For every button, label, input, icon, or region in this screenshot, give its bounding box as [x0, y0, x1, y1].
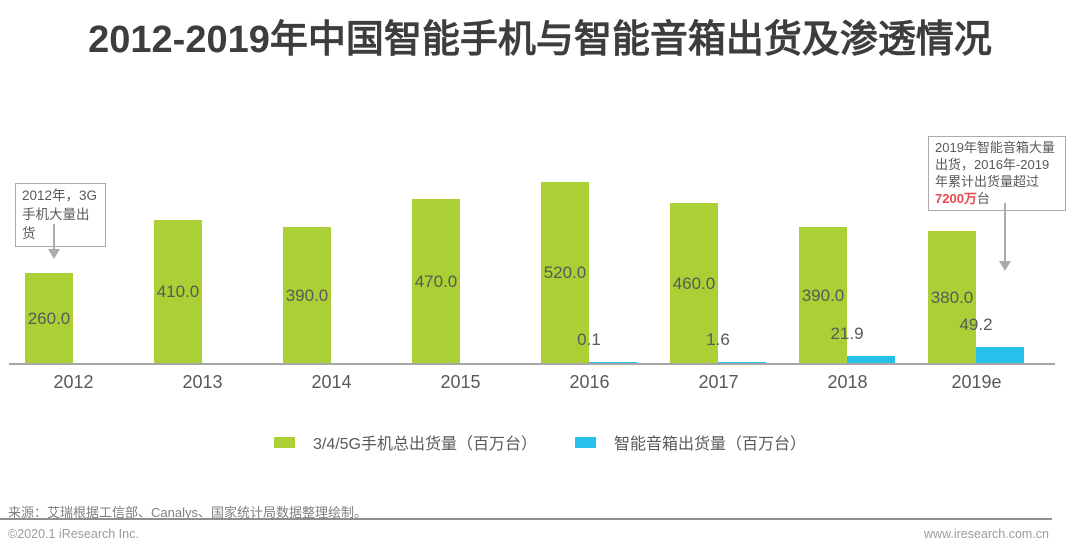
phone-bar-2012: 260.0	[25, 273, 73, 364]
category-slot-2015: 470.0 2015	[396, 0, 525, 392]
phone-bar-value: 470.0	[414, 271, 458, 291]
phone-bar-value: 380.0	[930, 287, 974, 307]
x-axis-label-2014: 2014	[311, 372, 352, 392]
phone-bar-2014: 390.0	[283, 227, 331, 364]
x-axis-label-2019e: 2019e	[951, 372, 1002, 392]
phone-bar-value: 460.0	[672, 273, 716, 293]
speaker-bar-value: 0.1	[577, 330, 601, 349]
annotation-2019-highlight: 7200万	[935, 191, 977, 206]
category-slot-2016: 520.0 0.1 2016	[525, 0, 654, 392]
phone-bar-2018: 390.0	[799, 227, 847, 364]
category-slot-2014: 390.0 2014	[267, 0, 396, 392]
x-axis-label-2012: 2012	[53, 372, 94, 392]
chart-title: 2012-2019年中国智能手机与智能音箱出货及渗透情况	[88, 19, 992, 61]
phone-bar-2013: 410.0	[154, 220, 202, 364]
phone-series-swatch-icon	[273, 436, 295, 448]
x-axis-label-2015: 2015	[440, 372, 481, 392]
x-axis-label-2018: 2018	[827, 372, 868, 392]
annotation-2012: 2012年，3G手机大量出货	[15, 183, 106, 247]
phone-bar-2015: 470.0	[412, 199, 460, 364]
down-arrow-icon-left	[48, 249, 60, 259]
legend-item-phones: 3/4/5G手机总出货量（百万台）	[273, 430, 538, 454]
category-slot-2017: 460.0 1.6 2017	[654, 0, 783, 392]
phone-bar-2016: 520.0	[541, 182, 589, 364]
speaker-bar-2018	[847, 356, 895, 364]
phone-bar-2017: 460.0	[670, 203, 718, 364]
phone-bar-value: 520.0	[543, 263, 587, 282]
down-arrow-icon-right	[999, 261, 1011, 271]
annotation-2012-text: 2012年，3G手机大量出货	[22, 188, 98, 241]
down-arrow-line-left	[53, 224, 55, 250]
category-slot-2012: 260.0 2012	[9, 0, 138, 392]
plot-area: 260.0 2012 410.0 2013 390.0 2014 470.0 2015 520.…	[9, 0, 1041, 392]
legend-item-speakers: 智能音箱出货量（百万台）	[575, 430, 806, 454]
phone-bar-2019e: 380.0	[928, 231, 976, 364]
category-slot-2013: 410.0 2013	[138, 0, 267, 392]
separator-line	[0, 518, 1052, 520]
website-text: www.iresearch.com.cn	[923, 527, 1049, 541]
phone-bar-value: 390.0	[801, 285, 845, 305]
phone-series-label: 3/4/5G手机总出货量（百万台）	[312, 436, 538, 453]
speaker-bar-2019e	[976, 347, 1024, 364]
source-note: 来源：艾瑞根据工信部、Canalys、国家统计局数据整理绘制。	[8, 505, 367, 520]
phone-bar-value: 410.0	[156, 282, 200, 301]
category-slot-2018: 390.0 21.9 2018	[783, 0, 912, 392]
x-axis-line	[9, 363, 1055, 365]
speaker-series-swatch-icon	[575, 436, 597, 448]
x-axis-label-2013: 2013	[182, 372, 223, 392]
annotation-2019: 2019年智能音箱大量出货，2016年-2019年累计出货量超过 7200万台	[928, 136, 1066, 211]
x-axis-label-2016: 2016	[569, 372, 610, 392]
speaker-bar-value: 1.6	[706, 330, 730, 349]
down-arrow-line-right	[1004, 203, 1006, 263]
copyright-text: ©2020.1 iResearch Inc.	[8, 527, 139, 541]
annotation-2019-suffix: 台	[976, 191, 990, 206]
speaker-bar-value: 49.2	[959, 315, 993, 334]
chart-legend: 3/4/5G手机总出货量（百万台） 智能音箱出货量（百万台）	[0, 430, 1080, 454]
x-axis-label-2017: 2017	[698, 372, 739, 392]
speaker-bar-value: 21.9	[830, 324, 864, 343]
speaker-series-label: 智能音箱出货量（百万台）	[614, 436, 807, 453]
category-slot-2019e: 380.0 49.2 2019e	[912, 0, 1041, 392]
phone-bar-value: 260.0	[27, 308, 71, 328]
annotation-2019-text: 2019年智能音箱大量出货，2016年-2019年累计出货量超过	[935, 140, 1055, 189]
phone-bar-value: 390.0	[285, 285, 329, 305]
